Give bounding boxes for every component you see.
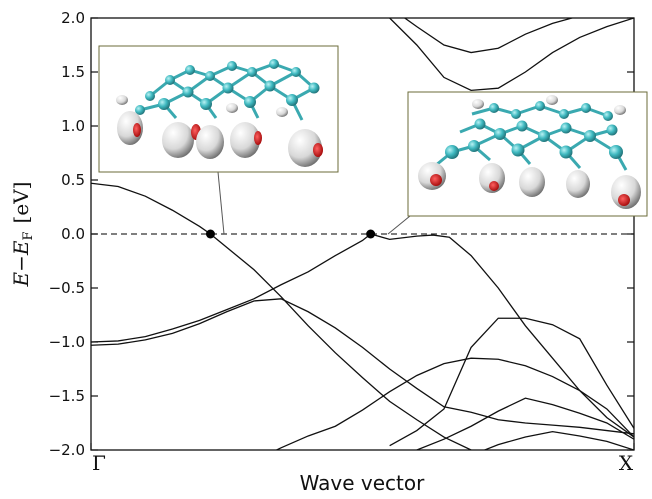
band-line-9 bbox=[403, 18, 575, 54]
crossing-marker-1 bbox=[205, 229, 215, 239]
y-tick-label: 2.0 bbox=[61, 9, 85, 27]
inset-left-orbital-lobes bbox=[116, 95, 323, 167]
y-axis-title-minus: − bbox=[9, 255, 33, 272]
y-axis-title: E−EF[eV] bbox=[9, 182, 36, 288]
inset-left-graphene-lattice bbox=[135, 59, 320, 121]
svg-text:E−EF[eV]: E−EF[eV] bbox=[9, 182, 36, 288]
y-tick-label: −2.0 bbox=[49, 441, 85, 459]
y-tick-label: 1.0 bbox=[61, 117, 85, 135]
band-line-8 bbox=[387, 18, 634, 92]
band-line-6 bbox=[416, 397, 634, 450]
y-tick-label: −1.5 bbox=[49, 387, 85, 405]
x-tick-label-x-point: X bbox=[619, 451, 634, 475]
y-tick-label: 0.0 bbox=[61, 225, 85, 243]
y-axis-title-energy: E bbox=[9, 271, 33, 287]
y-tick-label: −0.5 bbox=[49, 279, 85, 297]
inset-right-molecule bbox=[387, 91, 648, 235]
band-line-1 bbox=[91, 182, 473, 450]
y-tick-label: −1.0 bbox=[49, 333, 85, 351]
y-tick-label: 1.5 bbox=[61, 63, 85, 81]
y-axis-title-fermi-subscript: F bbox=[21, 231, 36, 240]
crossing-markers bbox=[205, 229, 376, 239]
y-tick-label: 0.5 bbox=[61, 171, 85, 189]
y-axis-ticks: −2.0 −1.5 −1.0 −0.5 0.0 0.5 1.0 1.5 2.0 bbox=[49, 9, 634, 459]
crossing-marker-2 bbox=[366, 229, 376, 239]
x-axis-title: Wave vector bbox=[300, 471, 425, 495]
band-line-3 bbox=[91, 298, 634, 435]
inset-left-connector bbox=[217, 171, 225, 235]
inset-right-connector bbox=[387, 215, 411, 235]
inset-left-molecule bbox=[98, 45, 339, 235]
y-axis-title-unit: [eV] bbox=[9, 182, 33, 224]
band-line-4 bbox=[389, 317, 634, 447]
band-line-5 bbox=[275, 357, 634, 450]
y-axis-title-fermi-energy: E bbox=[9, 240, 33, 256]
inset-right-orbital-lobes bbox=[418, 95, 641, 209]
band-line-7 bbox=[482, 430, 634, 450]
inset-right-graphene-lattice bbox=[429, 101, 628, 172]
x-tick-label-gamma: Γ bbox=[92, 451, 106, 475]
